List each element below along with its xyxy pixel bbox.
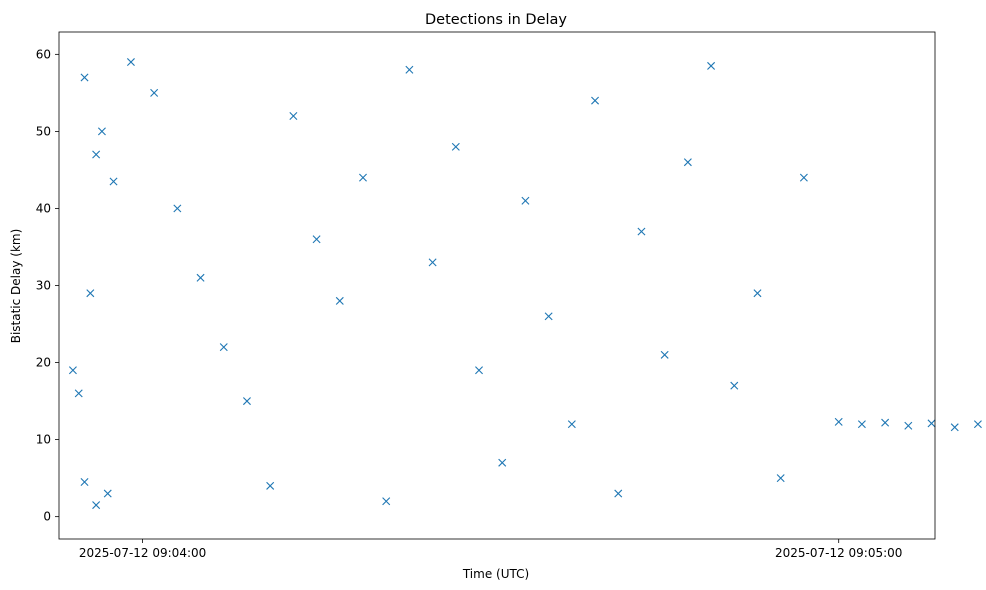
data-point-23 [428,258,437,267]
data-point-27 [521,196,530,205]
data-point-22 [405,65,414,74]
data-points [68,58,982,510]
data-point-36 [730,381,739,390]
data-point-10 [126,58,135,67]
data-point-34 [683,158,692,167]
data-point-7 [80,73,89,82]
y-axis-ticks: 0 10 20 30 40 50 60 [36,47,59,524]
y-tick-label-6: 60 [36,47,51,61]
chart-title: Detections in Delay [425,12,567,28]
data-point-13 [196,273,205,282]
data-point-26 [498,458,507,467]
data-point-32 [637,227,646,236]
y-axis-label: Bistatic Delay (km) [9,229,23,344]
data-point-31 [614,489,623,498]
data-point-37 [753,289,762,298]
data-point-5 [86,289,95,298]
data-point-11 [150,88,159,97]
y-tick-label-2: 20 [36,356,51,370]
data-point-21 [382,497,391,506]
x-axis-label: Time (UTC) [462,567,529,581]
y-tick-label-1: 10 [36,433,51,447]
data-point-4 [74,389,83,398]
y-tick-label-0: 0 [43,510,51,524]
data-point-9 [109,177,118,186]
data-point-29 [567,420,576,429]
data-point-28 [544,312,553,321]
data-point-41 [857,420,866,429]
data-point-12 [173,204,182,213]
data-point-17 [289,111,298,120]
y-tick-label-4: 40 [36,201,51,215]
data-point-20 [359,173,367,182]
data-point-15 [242,397,251,406]
data-point-1 [92,501,101,510]
data-point-42 [881,418,890,427]
data-point-45 [950,423,959,432]
data-point-40 [834,417,843,426]
data-point-14 [219,343,228,352]
x-tick-label-0: 2025-07-12 09:04:00 [79,546,206,560]
data-point-44 [927,419,936,428]
data-point-19 [335,296,344,305]
data-point-3 [68,366,77,375]
y-tick-label-5: 50 [36,124,51,138]
x-tick-label-1: 2025-07-12 09:05:00 [775,546,902,560]
data-point-33 [660,350,669,359]
data-point-0 [80,477,89,486]
data-point-16 [266,481,275,490]
data-point-39 [799,173,808,182]
data-point-6 [97,127,106,136]
data-point-46 [973,420,982,429]
data-point-38 [776,474,785,483]
data-point-24 [451,142,460,151]
data-point-30 [591,96,600,105]
data-point-35 [707,61,716,70]
data-point-8 [92,150,101,159]
y-tick-label-3: 30 [36,279,51,293]
data-point-2 [103,489,112,498]
data-point-18 [312,235,321,244]
data-point-25 [475,366,484,375]
data-point-43 [904,421,913,430]
